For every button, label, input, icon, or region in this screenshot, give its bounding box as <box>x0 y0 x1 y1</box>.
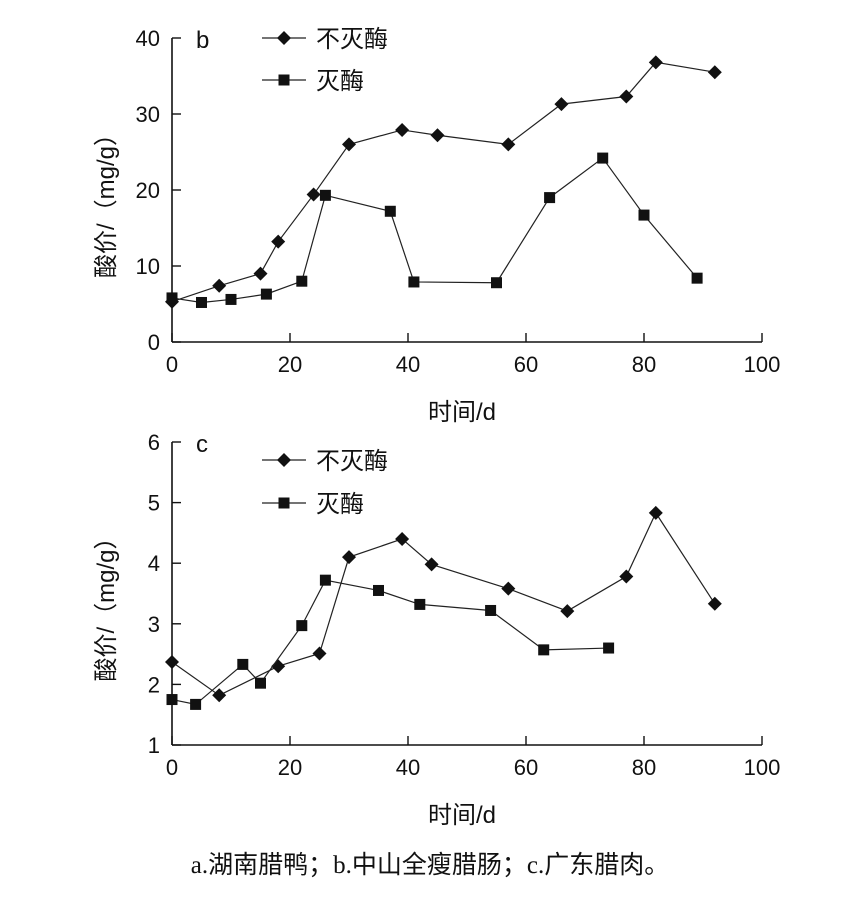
y-axis-title: 酸价/（mg/g） <box>93 122 120 278</box>
data-point-diamond <box>707 596 722 611</box>
data-point-diamond <box>395 531 410 546</box>
data-point-diamond <box>342 137 356 152</box>
legend-label: 灭酶 <box>316 491 364 518</box>
y-tick-label: 40 <box>136 26 160 51</box>
data-point-diamond <box>707 65 722 80</box>
figure-caption: a.湖南腊鸭；b.中山全瘦腊肠；c.广东腊肉。 <box>191 851 669 879</box>
data-point-square <box>491 277 502 289</box>
legend-marker-square <box>278 74 290 86</box>
x-axis-title: 时间/d <box>428 802 496 829</box>
data-point-diamond <box>554 97 569 112</box>
data-point-square <box>196 296 207 308</box>
x-tick-label: 60 <box>514 352 538 377</box>
y-tick-label: 3 <box>148 612 160 637</box>
x-tick-label: 100 <box>744 755 781 780</box>
data-point-diamond <box>560 604 575 619</box>
data-point-square <box>414 598 426 610</box>
data-point-diamond <box>212 688 227 703</box>
y-tick-label: 10 <box>136 254 160 279</box>
data-point-square <box>373 584 384 596</box>
panel-letter: c <box>196 431 208 458</box>
data-point-diamond <box>501 137 516 152</box>
data-point-square <box>319 189 331 201</box>
x-tick-label: 20 <box>278 755 302 780</box>
data-point-diamond <box>306 187 321 202</box>
x-tick-label: 0 <box>166 755 178 780</box>
y-axis-title: 酸价/（mg/g） <box>93 525 120 681</box>
x-tick-label: 40 <box>396 352 420 377</box>
data-point-square <box>408 276 420 288</box>
x-tick-label: 80 <box>632 755 656 780</box>
x-tick-label: 60 <box>514 755 538 780</box>
data-point-diamond <box>165 654 179 669</box>
data-point-diamond <box>648 55 663 70</box>
data-point-square <box>190 698 202 710</box>
data-point-square <box>319 574 331 586</box>
y-tick-label: 6 <box>148 430 160 455</box>
data-point-diamond <box>271 234 286 249</box>
data-point-square <box>538 644 550 656</box>
data-point-diamond <box>342 550 356 565</box>
legend-marker-diamond <box>277 31 291 45</box>
data-point-square <box>255 677 266 689</box>
legend-marker-square <box>278 497 290 509</box>
data-point-square <box>296 620 308 632</box>
legend-marker-diamond <box>277 453 291 467</box>
y-tick-label: 30 <box>136 102 160 127</box>
series-line-diamond <box>171 61 715 303</box>
data-point-diamond <box>648 505 663 520</box>
y-tick-label: 5 <box>148 491 160 516</box>
panel-letter: b <box>196 27 209 54</box>
series-line-square <box>171 157 698 304</box>
x-tick-label: 20 <box>278 352 302 377</box>
data-point-square <box>485 604 497 616</box>
x-axis-title: 时间/d <box>428 399 496 426</box>
y-tick-label: 1 <box>148 733 160 758</box>
data-point-square <box>237 658 249 670</box>
data-point-square <box>597 152 609 164</box>
data-point-square <box>225 293 237 305</box>
series-line-diamond <box>171 511 716 697</box>
y-tick-label: 20 <box>136 178 160 203</box>
data-point-square <box>638 209 650 221</box>
data-point-square <box>691 272 703 284</box>
y-tick-label: 0 <box>148 330 160 355</box>
data-point-diamond <box>619 569 634 584</box>
data-point-square <box>544 192 556 204</box>
y-tick-label: 2 <box>148 672 160 697</box>
data-point-square <box>296 275 308 287</box>
legend-label: 不灭酶 <box>316 448 388 475</box>
data-point-square <box>166 292 178 304</box>
data-point-square <box>603 642 615 654</box>
x-tick-label: 100 <box>744 352 781 377</box>
data-point-diamond <box>395 122 410 137</box>
x-tick-label: 80 <box>632 352 656 377</box>
data-point-diamond <box>430 128 445 143</box>
data-point-diamond <box>312 646 327 661</box>
data-point-diamond <box>212 278 227 293</box>
data-point-diamond <box>501 581 516 596</box>
data-point-square <box>384 205 396 217</box>
data-point-diamond <box>253 266 268 281</box>
data-point-square <box>166 694 178 706</box>
y-tick-label: 4 <box>148 551 160 576</box>
data-point-diamond <box>424 557 439 572</box>
x-tick-label: 0 <box>166 352 178 377</box>
data-point-diamond <box>619 89 634 104</box>
legend-label: 不灭酶 <box>316 26 388 53</box>
data-point-square <box>260 288 272 300</box>
legend-label: 灭酶 <box>316 68 364 95</box>
x-tick-label: 40 <box>396 755 420 780</box>
